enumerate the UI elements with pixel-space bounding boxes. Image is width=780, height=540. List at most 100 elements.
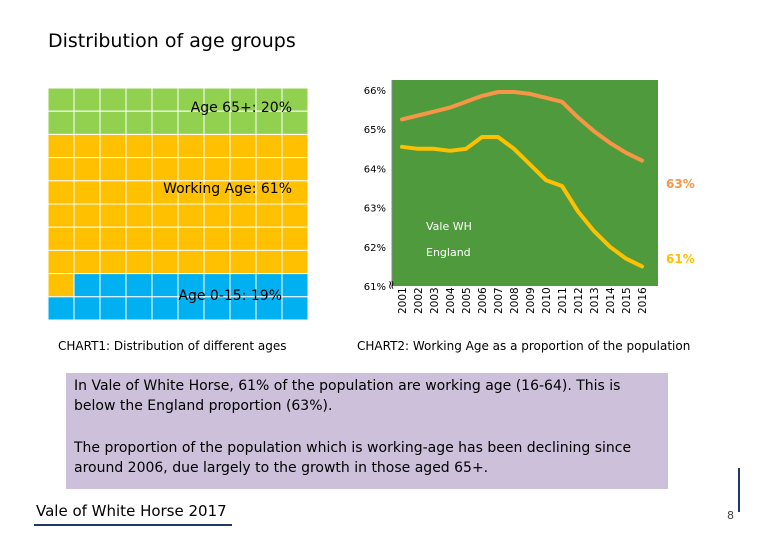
waffle-cell — [125, 133, 153, 159]
waffle-label-working-age: Working Age: 61% — [163, 181, 292, 197]
x-tick-label: 2002 — [413, 287, 425, 314]
y-tick-label: 66% — [364, 86, 386, 97]
x-tick-label: 2016 — [637, 287, 649, 314]
waffle-cell — [73, 110, 101, 135]
waffle-cell — [125, 226, 153, 251]
waffle-cell — [255, 133, 283, 159]
x-tick-label: 2012 — [573, 287, 585, 314]
waffle-cell — [99, 296, 127, 320]
waffle-cell — [177, 203, 205, 228]
waffle-cell — [99, 249, 127, 275]
line-chart: 61% 62% 63% 64% 65% 66% ≈2001 2002 2003 2004 2005 2… — [340, 78, 710, 318]
waffle-cell — [177, 249, 205, 275]
x-tick-label: 2006 — [477, 287, 489, 314]
waffle-cell — [73, 157, 101, 182]
waffle-chart: Age 65+: 20% Working Age: 61% Age 0-15: … — [48, 88, 308, 320]
divider-line — [738, 468, 740, 512]
waffle-cell — [229, 157, 257, 182]
waffle-cell — [73, 296, 101, 320]
waffle-cell — [151, 157, 179, 182]
waffle-cell — [125, 180, 153, 205]
y-tick-label: 63% — [364, 204, 386, 215]
waffle-cell — [151, 249, 179, 275]
waffle-cell — [151, 88, 179, 112]
commentary-box: In Vale of White Horse, 61% of the popul… — [66, 373, 668, 489]
waffle-cell — [73, 203, 101, 228]
x-tick-label: 2008 — [509, 287, 521, 314]
waffle-cell — [48, 133, 75, 159]
waffle-cell — [203, 226, 231, 251]
waffle-cell — [229, 203, 257, 228]
waffle-cell — [73, 88, 101, 112]
waffle-cell — [73, 133, 101, 159]
waffle-cell — [73, 273, 101, 298]
waffle-cell — [48, 273, 75, 298]
waffle-cell — [125, 88, 153, 112]
waffle-cell — [99, 133, 127, 159]
waffle-cell — [151, 273, 179, 298]
waffle-cell — [229, 249, 257, 275]
waffle-cell — [281, 157, 308, 182]
x-tick-label: 2009 — [525, 287, 537, 314]
chart2-caption: CHART2: Working Age as a proportion of t… — [357, 339, 691, 353]
axis-break-symbol: ≈ — [384, 280, 398, 290]
waffle-cell — [48, 203, 75, 228]
waffle-cell — [177, 226, 205, 251]
waffle-cell — [281, 296, 308, 320]
waffle-cell — [99, 180, 127, 205]
waffle-cell — [48, 296, 75, 320]
waffle-cell — [125, 157, 153, 182]
footer-underline — [34, 524, 232, 526]
waffle-label-age-0-15: Age 0-15: 19% — [178, 288, 282, 304]
waffle-cell — [99, 110, 127, 135]
y-tick-label: 65% — [364, 125, 386, 136]
waffle-cell — [255, 249, 283, 275]
chart1-caption: CHART1: Distribution of different ages — [58, 339, 287, 353]
waffle-cell — [73, 249, 101, 275]
x-tick-label: 2015 — [621, 287, 633, 314]
page-title: Distribution of age groups — [48, 30, 296, 52]
waffle-cell — [125, 296, 153, 320]
waffle-cell — [125, 110, 153, 135]
commentary-paragraph-2: The proportion of the population which i… — [74, 440, 632, 476]
waffle-cell — [281, 249, 308, 275]
x-tick-label: 2003 — [429, 287, 441, 314]
waffle-cell — [48, 249, 75, 275]
line-chart-svg: 61% 62% 63% 64% 65% 66% ≈2001 2002 2003 2004 2005 2… — [364, 80, 695, 314]
waffle-cell — [255, 203, 283, 228]
waffle-cell — [151, 133, 179, 159]
waffle-cell — [203, 157, 231, 182]
waffle-cell — [255, 157, 283, 182]
waffle-cell — [203, 203, 231, 228]
x-tick-label: 2011 — [557, 287, 569, 314]
x-tick-label: 2014 — [605, 287, 617, 314]
waffle-cell — [177, 157, 205, 182]
waffle-cell — [255, 226, 283, 251]
waffle-cell — [151, 296, 179, 320]
waffle-cell — [73, 180, 101, 205]
y-tick-label: 64% — [364, 164, 386, 175]
legend-label-vale-wh: Vale WH — [426, 220, 472, 233]
x-tick-label: 2004 — [445, 287, 457, 314]
series-line-england — [400, 90, 644, 163]
waffle-cell — [125, 203, 153, 228]
waffle-cell — [125, 273, 153, 298]
waffle-cell — [203, 249, 231, 275]
page-number: 8 — [727, 509, 734, 522]
waffle-cell — [48, 226, 75, 251]
footer-text: Vale of White Horse 2017 — [36, 502, 227, 520]
waffle-cell — [99, 88, 127, 112]
waffle-cell — [281, 133, 308, 159]
x-tick-label: 2013 — [589, 287, 601, 314]
x-tick-label: 2010 — [541, 287, 553, 314]
legend-label-england: England — [426, 246, 471, 259]
waffle-cell — [281, 226, 308, 251]
waffle-cell — [229, 226, 257, 251]
x-tick-label: 2001 — [397, 287, 409, 314]
waffle-cell — [281, 203, 308, 228]
waffle-cell — [48, 110, 75, 135]
waffle-cell — [48, 88, 75, 112]
waffle-cell — [48, 180, 75, 205]
waffle-cell — [151, 226, 179, 251]
x-tick-label: 2007 — [493, 287, 505, 314]
